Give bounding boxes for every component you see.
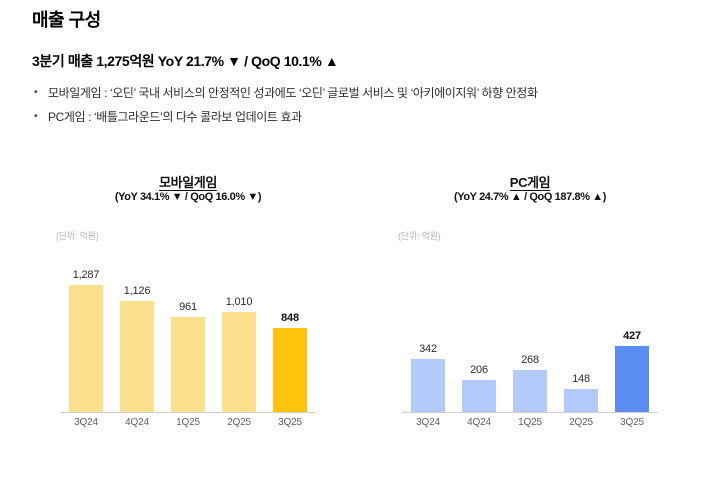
bar-value-label: 206 (470, 364, 488, 376)
bar-value-label: 961 (179, 301, 197, 313)
mobile-chart-unit-label: (단위: 억원) (56, 231, 99, 241)
bar-value-label: 1,010 (225, 296, 253, 308)
bar (171, 317, 205, 412)
bar (615, 346, 649, 412)
bar-value-label: 342 (419, 343, 437, 355)
mobile-x-axis-line (60, 412, 316, 413)
bar (462, 380, 496, 412)
mobile-x-axis-labels: 3Q24 4Q24 1Q25 2Q25 3Q25 (60, 417, 316, 428)
bar-value-label: 427 (623, 330, 641, 342)
bar-value-label: 268 (521, 354, 539, 366)
bar-value-label: 848 (281, 312, 299, 324)
bar-group-3Q25: 427 (610, 330, 654, 412)
pc-chart-unit-label: (단위: 억원) (398, 231, 441, 241)
bar-group-2Q25: 1,010 (217, 296, 261, 412)
bar (120, 301, 154, 412)
bar (69, 285, 103, 412)
bar-group-3Q25: 848 (268, 312, 312, 412)
bar-group-1Q25: 961 (166, 301, 210, 412)
page-title: 매출 구성 (32, 10, 101, 30)
bullet-pc-games: PC게임 : ‘배틀그라운드’의 다수 콜라보 업데이트 효과 (34, 105, 538, 129)
x-axis-tick-label: 1Q25 (518, 417, 542, 428)
x-axis-tick-label: 3Q25 (278, 417, 302, 428)
x-axis-tick-label: 4Q24 (125, 417, 149, 428)
pc-bar-plot: 342 206 268 148 427 (402, 252, 658, 412)
highlights-list: 모바일게임 : ‘오딘’ 국내 서비스의 안정적인 성과에도 ‘오딘’ 글로벌 … (34, 81, 538, 129)
bar-group-3Q24: 1,287 (64, 269, 108, 412)
bar (411, 359, 445, 412)
x-axis-tick-label: 3Q24 (74, 417, 98, 428)
bar (513, 370, 547, 412)
mobile-chart-title: 모바일게임 (159, 175, 217, 190)
bar-group-4Q24: 206 (457, 364, 501, 412)
bar-value-label: 1,126 (123, 285, 151, 297)
bar-value-label: 148 (572, 373, 590, 385)
bar-group-4Q24: 1,126 (115, 285, 159, 412)
bar (273, 328, 307, 412)
bar-group-3Q24: 342 (406, 343, 450, 412)
mobile-chart-yoy-qoq: (YoY 34.1% ▼ / QoQ 16.0% ▼) (114, 191, 262, 203)
mobile-bar-plot: 1,287 1,126 961 1,010 848 (60, 252, 316, 412)
bar-group-1Q25: 268 (508, 354, 552, 412)
mobile-games-chart: 모바일게임 (YoY 34.1% ▼ / QoQ 16.0% ▼) (단위: 억… (56, 172, 316, 462)
x-axis-tick-label: 4Q24 (467, 417, 491, 428)
x-axis-tick-label: 3Q24 (416, 417, 440, 428)
pc-games-chart: PC게임 (YoY 24.7% ▲ / QoQ 187.8% ▲) (단위: 억… (398, 172, 658, 462)
x-axis-tick-label: 3Q25 (620, 417, 644, 428)
pc-chart-yoy-qoq: (YoY 24.7% ▲ / QoQ 187.8% ▲) (453, 191, 606, 203)
bar-value-label: 1,287 (72, 269, 100, 281)
bar (222, 312, 256, 412)
quarter-revenue-summary: 3분기 매출 1,275억원 YoY 21.7% ▼ / QoQ 10.1% ▲ (32, 53, 339, 69)
x-axis-tick-label: 2Q25 (227, 417, 251, 428)
pc-x-axis-line (402, 412, 658, 413)
bar (564, 389, 598, 412)
bullet-mobile-games: 모바일게임 : ‘오딘’ 국내 서비스의 안정적인 성과에도 ‘오딘’ 글로벌 … (34, 81, 538, 105)
x-axis-tick-label: 1Q25 (176, 417, 200, 428)
pc-x-axis-labels: 3Q24 4Q24 1Q25 2Q25 3Q25 (402, 417, 658, 428)
bar-group-2Q25: 148 (559, 373, 603, 412)
pc-chart-title: PC게임 (509, 175, 551, 190)
x-axis-tick-label: 2Q25 (569, 417, 593, 428)
